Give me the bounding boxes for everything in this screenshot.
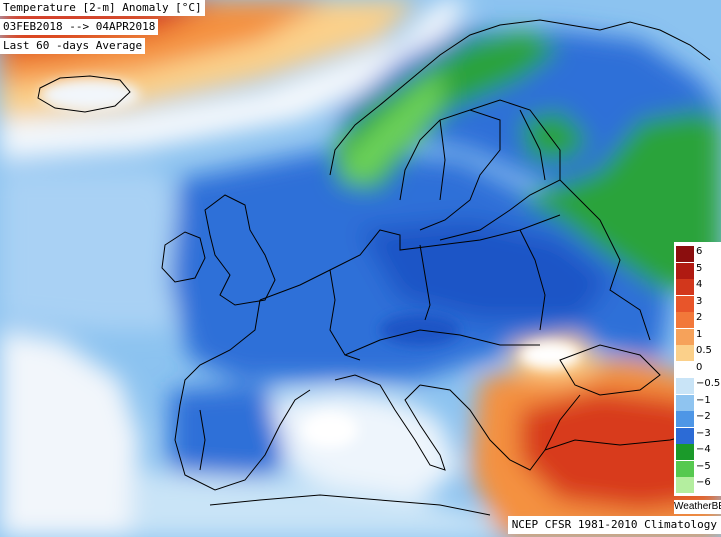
legend-tick-label: 0.5 [696,345,712,356]
neutral-ridge [0,0,470,160]
legend-tick-label: −1 [696,394,711,406]
legend-tick-label: −5 [696,460,711,472]
green-finland [520,110,590,160]
warm-patch-iceland [40,79,140,111]
coast-norway [329,19,711,176]
border-scandinavia [439,109,546,201]
header-date-range: 03FEB2018 --> 04APR2018 [0,19,159,35]
legend-swatch [676,394,694,411]
legend-swatch [676,444,694,460]
coast-north-africa [209,494,491,516]
header-title: Temperature [2-m] Anomaly [°C] [0,0,205,16]
coast-sweden-finland [399,109,501,231]
legend-swatch [676,328,694,345]
legend-tick-label: −3 [696,427,711,439]
legend-swatch [676,279,694,295]
cool-light-atlantic [0,170,200,330]
coast-black-sea [559,344,661,396]
neutral-patch-black-sea-north [520,341,580,369]
coast-france-iberia [174,299,311,491]
boundaries [37,19,711,516]
border-france-germany [329,269,361,361]
legend-tick-label: −2 [696,411,711,422]
coast-balkans [419,384,581,471]
legend-swatch [676,411,694,427]
warm-strong-turkey [520,390,721,510]
green-russia [520,110,721,290]
border-russia-west [559,179,651,341]
legend-tick-label: 0 [696,361,703,373]
legend-swatch [676,262,694,279]
color-legend: 6 5 4 3 2 1 0.5 0 −0.5 −1 −2 −3 −4 −5 −6 [674,242,721,496]
neutral-patch-italy [302,412,358,448]
deep-cold-central [360,220,610,320]
coast-continent-north [259,214,561,301]
legend-swatch [676,295,694,312]
coast-britain [204,194,276,306]
legend-swatch [676,312,694,328]
legend-swatch [676,477,694,493]
legend-tick-label: 2 [696,312,703,323]
legend-tick-label: 5 [696,262,703,274]
legend-tick-label: 6 [696,246,703,257]
legend-tick-label: −6 [696,477,711,488]
legend-swatch [676,361,694,378]
coast-ireland [161,231,206,283]
legend-swatch [676,378,694,394]
border-spain-portugal [199,409,206,471]
legend-tick-label: 3 [696,295,703,307]
cool-light-north-africa [130,470,500,537]
legend-tick-label: −0.5 [696,378,721,389]
coast-iceland [37,75,131,113]
neutral-atlantic-sw [0,330,140,537]
legend-tick-label: −4 [696,444,711,455]
brand-label: WeatherBELL [674,500,721,514]
legend-tick-label: 1 [696,328,703,340]
legend-swatch [676,345,694,361]
border-germany-poland [419,244,431,321]
legend-swatch [676,427,694,444]
legend-tick-label: 4 [696,279,703,290]
legend-swatch [676,460,694,477]
coast-italy [334,374,446,471]
legend-swatch [676,246,694,262]
border-poland-russia [519,229,546,331]
green-norway-light [340,70,445,185]
header-averaging: Last 60 -days Average [0,38,146,54]
climatology-credit: NCEP CFSR 1981-2010 Climatology [507,516,721,534]
border-alps [344,329,540,356]
